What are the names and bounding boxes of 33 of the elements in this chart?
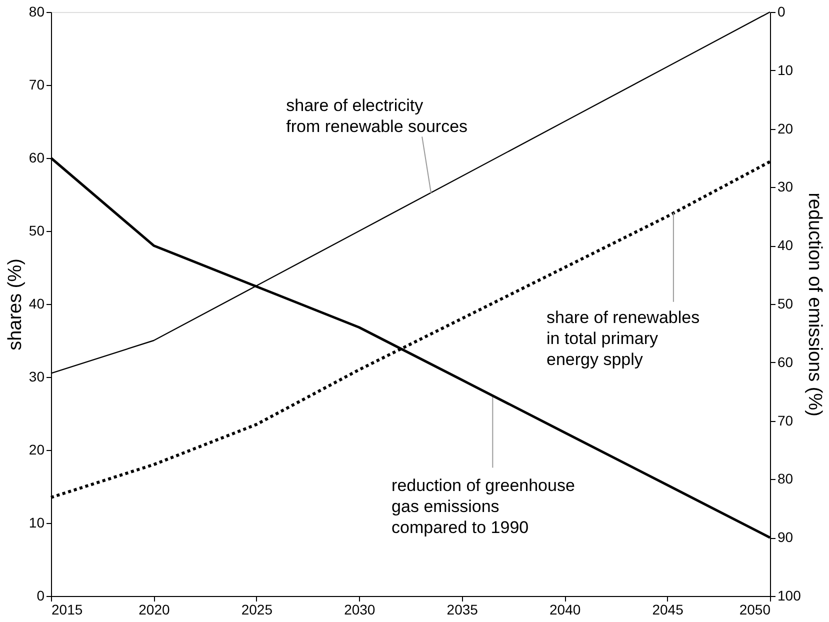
y-tick-label: 50 [28,222,45,238]
y2-axis-title: reduction of emissions (%) [804,192,825,416]
y2-tick-label: 90 [778,529,794,546]
y2-tick-label: 100 [778,588,802,604]
x-tick-label: 2020 [138,602,170,618]
y-tick-label: 20 [28,442,45,458]
x-tick-label: 2040 [549,602,581,618]
x-tick-label: 2025 [241,602,273,618]
x-tick-label: 2015 [52,602,83,618]
y-tick-label: 60 [28,150,45,166]
y2-tick-label: 70 [778,412,794,428]
annotation: share of renewables in total primary energy spply [546,308,700,370]
y-tick-label: 30 [28,368,45,384]
x-tick-label: 2045 [652,602,684,618]
y2-tick-label: 20 [778,120,794,136]
y-tick-label: 0 [36,588,45,604]
y-tick-label: 80 [28,4,45,20]
y-tick-label: 70 [28,76,45,92]
y2-tick-label: 60 [778,354,794,370]
annotation: share of electricity from renewable sources [286,96,468,136]
x-tick-label: 2050 [739,602,771,618]
y-axis-title: shares (%) [4,258,26,350]
y2-tick-label: 10 [778,62,794,78]
x-tick-label: 2035 [446,602,478,618]
annotation: reduction of greenhouse gas emissions compared to 1990 [392,476,575,537]
y2-tick-label: 50 [778,296,794,312]
y-tick-label: 40 [28,296,45,312]
y2-tick-label: 80 [778,470,794,487]
y2-tick-label: 30 [778,178,794,195]
y-tick-label: 10 [28,514,45,530]
y2-tick-label: 40 [778,237,794,254]
y2-tick-label: 0 [778,4,786,20]
x-tick-label: 2030 [344,602,376,618]
